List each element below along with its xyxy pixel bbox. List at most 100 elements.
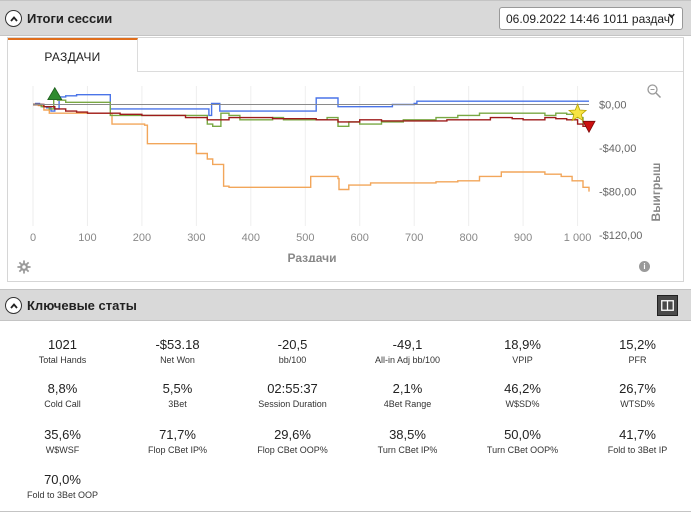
session-select-value: 06.09.2022 14:46 1011 раздач) xyxy=(506,12,675,26)
chart-markers xyxy=(47,86,596,134)
stat-label: Flop CBet IP% xyxy=(147,445,208,455)
stat-label: All-in Adj bb/100 xyxy=(374,355,441,365)
x-axis-ticks: 0 100 200 300 400 500 600 700 800 900 1 000 xyxy=(30,232,591,244)
stat-value: 5,5% xyxy=(162,381,193,396)
stat-label: PFR xyxy=(628,355,647,365)
stat-cell: -20,5 bb/100 xyxy=(235,337,350,365)
stat-cell: 35,6% W$WSF xyxy=(5,427,120,455)
peak-marker xyxy=(47,86,63,101)
key-stats-title: Ключевые статы xyxy=(27,298,137,313)
collapse-stats-button[interactable] xyxy=(5,297,22,314)
stat-cell: 18,9% VPIP xyxy=(465,337,580,365)
x-tick-label: 800 xyxy=(459,232,477,244)
x-tick-label: 900 xyxy=(514,232,532,244)
stat-label: Fold to 3Bet IP xyxy=(607,445,668,455)
zoom-icon[interactable] xyxy=(646,83,662,99)
chart-series xyxy=(33,94,590,192)
stat-value: 2,1% xyxy=(392,381,423,396)
stat-value: 71,7% xyxy=(159,427,196,442)
stat-value: 38,5% xyxy=(389,427,426,442)
stat-value: 29,6% xyxy=(274,427,311,442)
stat-cell: 15,2% PFR xyxy=(580,337,691,365)
stat-cell: 02:55:37 Session Duration xyxy=(235,381,350,409)
x-tick-label: 400 xyxy=(242,232,260,244)
stat-label: 3Bet xyxy=(168,399,187,409)
stat-label: Turn CBet IP% xyxy=(377,445,438,455)
tab-strip: РАЗДАЧИ xyxy=(8,38,683,72)
stat-cell: 8,8% Cold Call xyxy=(5,381,120,409)
stat-cell: 26,7% WTSD% xyxy=(580,381,691,409)
chart-panel: РАЗДАЧИ $0,00 -$40,00 -$80,00 -$120,00 0 100… xyxy=(7,37,684,282)
chevron-up-icon xyxy=(9,302,18,309)
y-tick-label: $0,00 xyxy=(599,100,627,112)
session-summary-title: Итоги сессии xyxy=(27,11,113,26)
stat-label: Total Hands xyxy=(38,355,87,365)
x-tick-label: 600 xyxy=(351,232,369,244)
stat-label: W$WSF xyxy=(45,445,80,455)
x-axis-label: Раздачи xyxy=(288,251,337,262)
stat-label: VPIP xyxy=(512,355,533,365)
stat-value: 02:55:37 xyxy=(267,381,318,396)
stat-cell: 2,1% 4Bet Range xyxy=(350,381,465,409)
y-axis-label: Выигрыш xyxy=(649,163,663,222)
chevron-down-icon xyxy=(667,11,676,23)
star-marker xyxy=(567,103,588,122)
columns-icon xyxy=(661,300,674,311)
y-tick-label: -$40,00 xyxy=(599,143,636,155)
stat-label: Session Duration xyxy=(258,399,327,409)
stat-cell: 70,0% Fold to 3Bet OOP xyxy=(5,472,120,500)
stat-label: W$SD% xyxy=(505,399,540,409)
stat-label: 4Bet Range xyxy=(383,399,432,409)
stat-label: Turn CBet OOP% xyxy=(486,445,559,455)
stat-value: -$53.18 xyxy=(155,337,200,352)
stat-cell: 46,2% W$SD% xyxy=(465,381,580,409)
stat-cell: -49,1 All-in Adj bb/100 xyxy=(350,337,465,365)
stat-value: 1021 xyxy=(48,337,77,352)
collapse-session-button[interactable] xyxy=(5,10,22,27)
x-tick-label: 500 xyxy=(296,232,314,244)
stat-value: 46,2% xyxy=(504,381,541,396)
y-axis-ticks: $0,00 -$40,00 -$80,00 -$120,00 xyxy=(599,100,642,243)
y-tick-label: -$80,00 xyxy=(599,187,636,199)
tab-hands[interactable]: РАЗДАЧИ xyxy=(8,38,138,72)
stat-cell: 71,7% Flop CBet IP% xyxy=(120,427,235,455)
stat-cell: 29,6% Flop CBet OOP% xyxy=(235,427,350,455)
y-tick-label: -$120,00 xyxy=(599,230,642,242)
stat-label: Fold to 3Bet OOP xyxy=(26,490,99,500)
x-tick-label: 200 xyxy=(133,232,151,244)
end-marker xyxy=(582,120,596,134)
stat-label: Net Won xyxy=(160,355,195,365)
stat-value: 50,0% xyxy=(504,427,541,442)
stat-value: 41,7% xyxy=(619,427,656,442)
stat-cell: 38,5% Turn CBet IP% xyxy=(350,427,465,455)
stat-label: Cold Call xyxy=(44,399,81,409)
layout-toggle-button[interactable] xyxy=(657,295,678,316)
series-line xyxy=(33,98,590,131)
chevron-up-icon xyxy=(9,15,18,22)
x-tick-label: 1 000 xyxy=(564,232,592,244)
stat-cell: 5,5% 3Bet xyxy=(120,381,235,409)
info-icon[interactable]: i xyxy=(639,261,650,272)
bottom-border xyxy=(0,511,691,512)
stat-label: Flop CBet OOP% xyxy=(257,445,328,455)
session-select[interactable]: 06.09.2022 14:46 1011 раздач) xyxy=(499,7,683,30)
stat-value: 70,0% xyxy=(44,472,81,487)
stat-label: WTSD% xyxy=(620,399,655,409)
series-line xyxy=(33,94,589,117)
series-line xyxy=(33,103,590,129)
x-tick-label: 0 xyxy=(30,232,36,244)
x-tick-label: 100 xyxy=(78,232,96,244)
winnings-chart: $0,00 -$40,00 -$80,00 -$120,00 0 100 200 300 40… xyxy=(30,86,663,262)
stat-value: 18,9% xyxy=(504,337,541,352)
x-tick-label: 700 xyxy=(405,232,423,244)
stat-value: -49,1 xyxy=(392,337,423,352)
stat-value: -20,5 xyxy=(277,337,308,352)
stat-cell: 50,0% Turn CBet OOP% xyxy=(465,427,580,455)
stat-cell: -$53.18 Net Won xyxy=(120,337,235,365)
gear-icon[interactable] xyxy=(17,260,31,274)
key-stats-header: Ключевые статы xyxy=(0,289,691,321)
stat-value: 15,2% xyxy=(619,337,656,352)
stat-cell: 1021 Total Hands xyxy=(5,337,120,365)
x-tick-label: 300 xyxy=(187,232,205,244)
session-summary-header: Итоги сессии 06.09.2022 14:46 1011 разда… xyxy=(0,0,691,36)
